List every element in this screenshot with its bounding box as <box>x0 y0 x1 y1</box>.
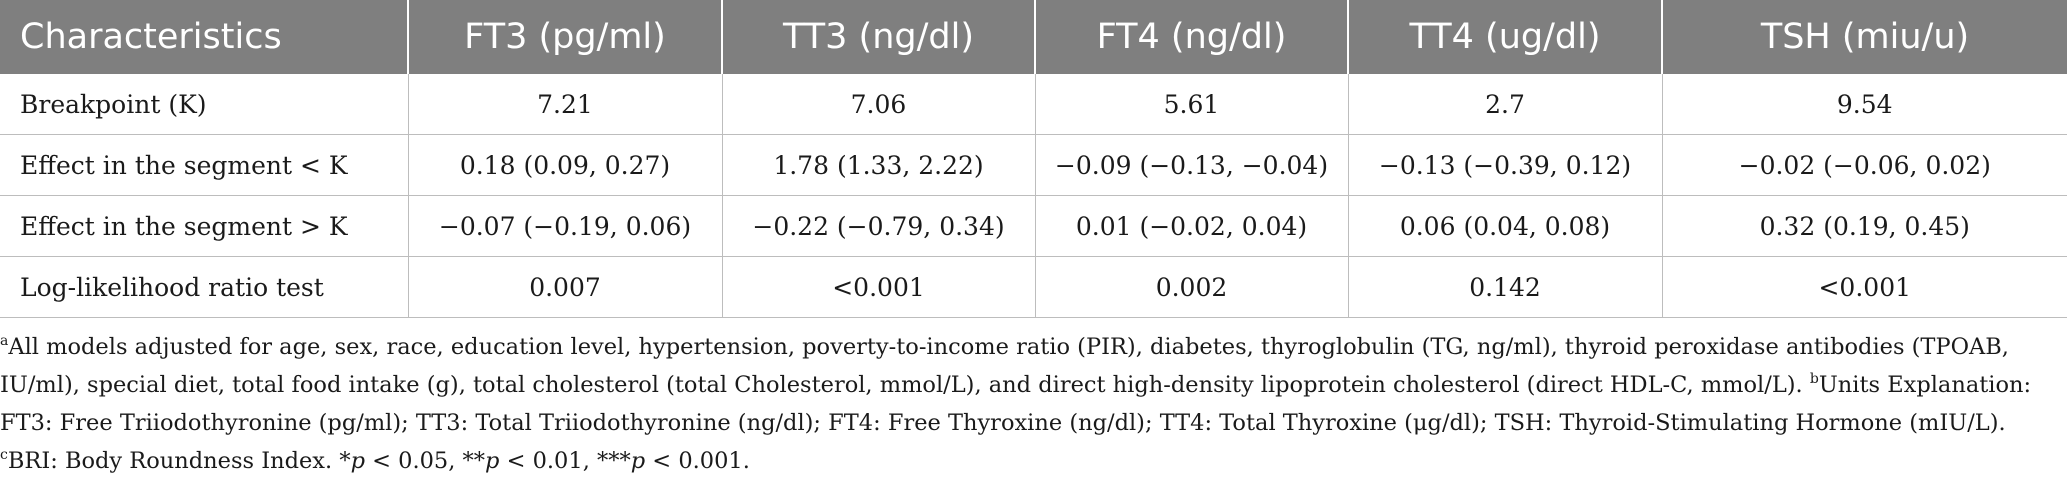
col-header-ft3: FT3 (pg/ml) <box>408 0 723 74</box>
row-label: Log-likelihood ratio test <box>0 256 409 318</box>
table-cell: −0.07 (−0.19, 0.06) <box>408 195 723 257</box>
table-cell: −0.22 (−0.79, 0.34) <box>722 195 1036 257</box>
table-row: Effect in the segment < K 0.18 (0.09, 0.… <box>0 134 2067 196</box>
col-header-tt4: TT4 (ug/dl) <box>1348 0 1663 74</box>
row-label: Effect in the segment < K <box>0 134 409 196</box>
table-cell: 0.002 <box>1035 256 1349 318</box>
header-row: Characteristics FT3 (pg/ml) TT3 (ng/dl) … <box>0 0 2067 74</box>
table-cell: −0.02 (−0.06, 0.02) <box>1662 134 2067 196</box>
table-cell: 0.06 (0.04, 0.08) <box>1348 195 1663 257</box>
table-row: Effect in the segment > K −0.07 (−0.19, … <box>0 195 2067 257</box>
table-cell: 0.142 <box>1348 256 1663 318</box>
footnote-b: Units Explanation: FT3: Free Triiodothyr… <box>0 372 2032 436</box>
table-cell: 5.61 <box>1035 74 1349 135</box>
col-header-tsh: TSH (miu/u) <box>1662 0 2067 74</box>
p-symbol: p <box>350 448 365 474</box>
table-row: Log-likelihood ratio test 0.007 <0.001 0… <box>0 256 2067 318</box>
footnote-mark-a: a <box>0 333 9 349</box>
col-header-characteristics: Characteristics <box>0 0 409 74</box>
row-label: Effect in the segment > K <box>0 195 409 257</box>
p-symbol: p <box>630 448 646 474</box>
footnote-c: BRI: Body Roundness Index. <box>7 448 340 474</box>
significance-level-2: < 0.01, <box>499 448 597 474</box>
significance-level-3: < 0.001. <box>645 448 750 474</box>
significance-star-2: ** <box>462 448 486 474</box>
table-footnotes: aAll models adjusted for age, sex, race,… <box>0 328 2060 480</box>
footnote-a: All models adjusted for age, sex, race, … <box>0 334 2009 398</box>
footnote-mark-b: b <box>1809 371 1819 387</box>
significance-star-1: * <box>339 448 351 474</box>
significance-star-3: *** <box>597 448 631 474</box>
row-label: Breakpoint (K) <box>0 74 409 135</box>
results-table: Characteristics FT3 (pg/ml) TT3 (ng/dl) … <box>0 0 2067 318</box>
p-symbol: p <box>485 448 500 474</box>
table-cell: 0.007 <box>408 256 723 318</box>
table-cell: −0.13 (−0.39, 0.12) <box>1348 134 1663 196</box>
table-cell: <0.001 <box>1662 256 2067 318</box>
table-cell: 0.18 (0.09, 0.27) <box>408 134 723 196</box>
table-cell: −0.09 (−0.13, −0.04) <box>1035 134 1349 196</box>
table-row: Breakpoint (K) 7.21 7.06 5.61 2.7 9.54 <box>0 74 2067 135</box>
col-header-tt3: TT3 (ng/dl) <box>722 0 1036 74</box>
table-cell: 0.01 (−0.02, 0.04) <box>1035 195 1349 257</box>
table-cell: 7.06 <box>722 74 1036 135</box>
table-cell: 2.7 <box>1348 74 1663 135</box>
table-cell: 1.78 (1.33, 2.22) <box>722 134 1036 196</box>
table-cell: 0.32 (0.19, 0.45) <box>1662 195 2067 257</box>
col-header-ft4: FT4 (ng/dl) <box>1035 0 1349 74</box>
significance-level-1: < 0.05, <box>364 448 463 474</box>
footnote-mark-c: c <box>0 447 8 463</box>
table-cell: 9.54 <box>1662 74 2067 135</box>
table-cell: 7.21 <box>408 74 723 135</box>
table-cell: <0.001 <box>722 256 1036 318</box>
